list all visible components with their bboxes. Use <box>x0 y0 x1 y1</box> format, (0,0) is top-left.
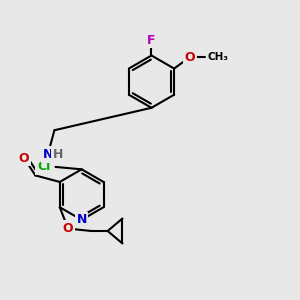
Text: N: N <box>76 213 87 226</box>
Text: N: N <box>43 148 53 161</box>
Text: F: F <box>147 34 156 46</box>
Text: O: O <box>184 51 195 64</box>
Text: O: O <box>63 222 74 235</box>
Text: O: O <box>19 152 29 165</box>
Text: Cl: Cl <box>37 160 50 173</box>
Text: H: H <box>53 148 63 160</box>
Text: CH₃: CH₃ <box>207 52 228 62</box>
